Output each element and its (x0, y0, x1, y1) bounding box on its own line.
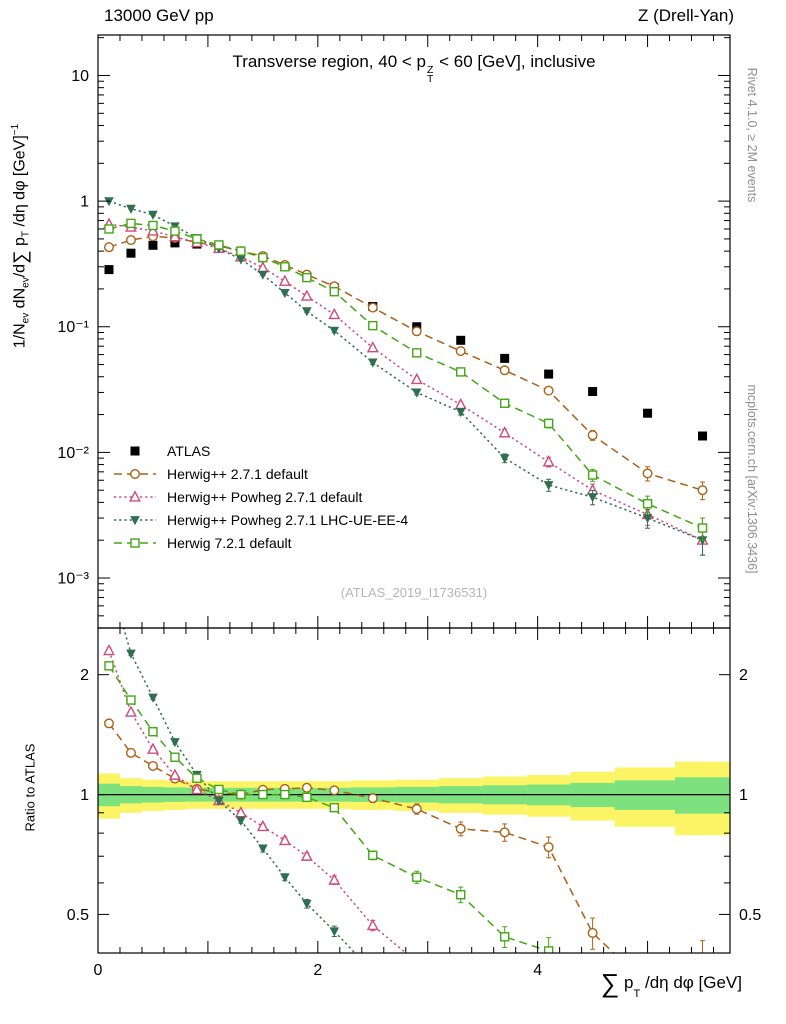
ylabel-sup: −1 (10, 123, 21, 136)
legend-marker-square-filled (130, 446, 140, 455)
series-ratio-1 (103, 718, 706, 953)
pt-superscript: Z (427, 64, 434, 76)
plot-title-text: Transverse region, 40 < p (232, 52, 426, 71)
xlabel-sub: T (633, 988, 641, 1000)
legend: ATLAS Herwig++ 2.7.1 default Herwig++ Powh… (112, 439, 408, 554)
svg-text:2: 2 (313, 962, 322, 979)
ylabel-sub: ev (20, 277, 32, 288)
plot-title-text-post: < 60 [GeV], inclusive (434, 52, 596, 71)
tick-labels: 10 1 10⁻¹ 10⁻² 10⁻³ 2 2 1 1 0.5 0.5 0 2 4 (57, 68, 761, 979)
mcplots-reference-note: mcplots.cern.ch [arXiv:1306.3436] (745, 384, 759, 574)
legend-item: Herwig++ Powheg 2.7.1 default (112, 485, 408, 508)
svg-text:2: 2 (80, 667, 89, 684)
series-ratio-3 (122, 628, 356, 953)
ylabel-part: dN (11, 287, 29, 313)
ylabel-part: /d (11, 263, 29, 278)
svg-text:0: 0 (94, 962, 103, 979)
legend-marker-triangle-open (114, 489, 156, 502)
xlabel-part: p (619, 973, 634, 992)
svg-text:10⁻²: 10⁻² (57, 445, 89, 462)
legend-item: Herwig++ Powheg 2.7.1 LHC-UE-EE-4 (112, 508, 408, 531)
ylabel-sub: T (20, 230, 32, 238)
sum-symbol: ∑ (600, 968, 620, 998)
legend-marker-triangle-down-filled (114, 515, 156, 525)
svg-text:4: 4 (533, 962, 542, 979)
process-label: Z (Drell-Yan) (637, 6, 734, 25)
svg-text:10: 10 (71, 68, 89, 85)
svg-text:1: 1 (80, 787, 89, 804)
legend-label: ATLAS (167, 442, 211, 459)
svg-text:1: 1 (739, 787, 748, 804)
rivet-version-note: Rivet 4.1.0, ≥ 2M events (745, 67, 759, 203)
series-ratio-4 (104, 661, 554, 953)
ylabel-part: /dη dφ [GeV] (11, 135, 29, 231)
sum-symbol: ∑ (10, 250, 32, 264)
legend-label: Herwig++ Powheg 2.7.1 LHC-UE-EE-4 (167, 511, 409, 528)
ylabel-part: p (11, 237, 29, 251)
svg-text:0.5: 0.5 (67, 907, 89, 924)
series-main-4 (104, 218, 708, 541)
x-axis-label: ∑ pT /dη dφ [GeV] (601, 968, 742, 1000)
analysis-id-watermark: (ATLAS_2019_I1736531) (340, 585, 488, 600)
svg-text:2: 2 (739, 667, 748, 684)
legend-marker-circle-open (114, 468, 156, 479)
svg-text:0.5: 0.5 (739, 907, 761, 924)
series-main-3 (104, 197, 708, 556)
ratio-uncertainty-bands (98, 761, 730, 836)
legend-item: ATLAS (112, 439, 408, 462)
svg-text:10⁻¹: 10⁻¹ (57, 319, 89, 336)
series-main-0 (104, 238, 708, 441)
legend-item: Herwig 7.2.1 default (112, 531, 408, 554)
y-axis-label: 1/Nev dNev/d∑ pT /dη dφ [GeV]−1 (10, 0, 34, 516)
pt-subscript: T (427, 73, 434, 85)
legend-marker-square-open (114, 537, 156, 548)
ylabel-sub: ev (20, 312, 32, 324)
legend-label: Herwig++ 2.7.1 default (167, 465, 308, 482)
xlabel-part: /dη dφ [GeV] (640, 973, 742, 992)
ratio-panel-frame (97, 627, 731, 954)
legend-item: Herwig++ 2.7.1 default (112, 462, 408, 485)
legend-label: Herwig++ Powheg 2.7.1 default (167, 488, 363, 505)
series-ratio-2 (103, 643, 408, 953)
svg-text:1: 1 (80, 194, 89, 211)
axis-ticks (97, 35, 730, 954)
ylabel-part: 1/N (11, 323, 29, 349)
ratio-axis-label: Ratio to ATLAS (22, 743, 38, 832)
beam-energy-label: 13000 GeV pp (104, 6, 214, 25)
svg-text:10⁻³: 10⁻³ (57, 571, 89, 588)
legend-label: Herwig 7.2.1 default (167, 534, 292, 551)
